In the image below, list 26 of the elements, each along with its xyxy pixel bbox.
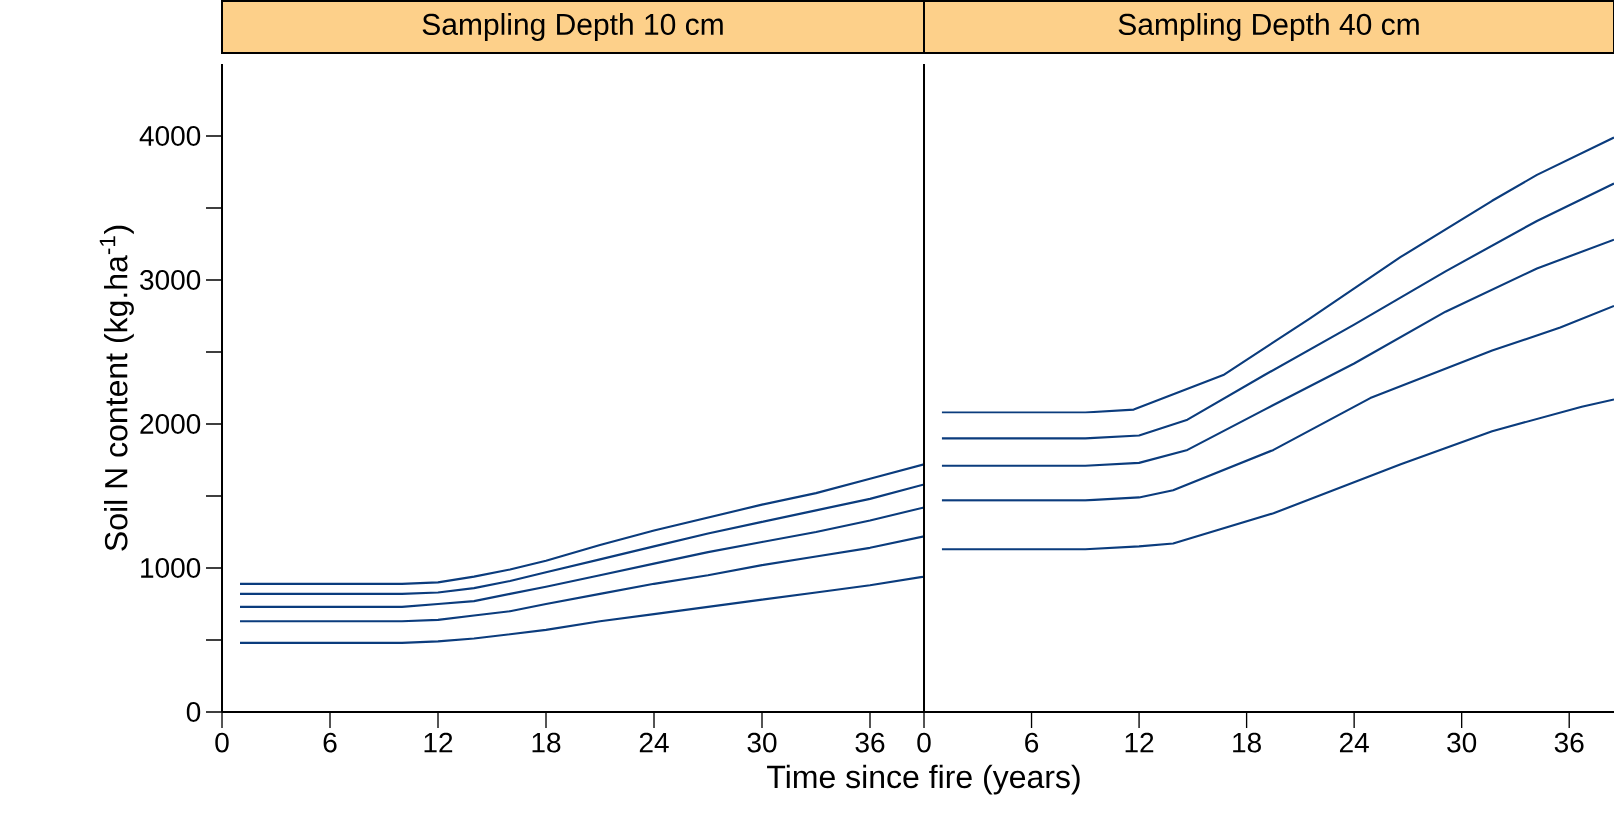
y-tick-label: 4000 [139,126,201,146]
x-tick-label: 24 [639,732,669,753]
x-tick-label: 24 [1339,732,1369,753]
x-tick-label: 30 [1447,732,1477,753]
line-series [238,535,924,623]
x-tick-label: 12 [424,732,453,753]
y-tick-label: 0 [186,702,201,722]
line-series [238,506,924,608]
x-tick-label: 30 [747,732,777,753]
y-tick-label: 1000 [141,558,201,578]
y-tick-label: 3000 [140,270,201,290]
x-tick-label: 0 [215,732,229,753]
x-tick-label: 6 [323,732,337,753]
y-axis-title: Soil N content (kg.ha$^{-1}$) [99,225,134,551]
chart-title: Sampling Depth 10 cm [422,13,723,41]
x-tick-label: 18 [1233,732,1261,753]
chart-title: Sampling Depth 40 cm [1118,13,1419,41]
x-tick-label: 18 [532,732,561,753]
line-series [238,483,924,595]
x-tick-label: 12 [1125,732,1154,753]
x-tick-label: 36 [855,732,885,753]
x-tick-label: 6 [1025,732,1039,753]
x-tick-label: 0 [917,732,931,753]
y-tick-label: 2000 [140,414,201,434]
x-axis-title: Time since fire (years) [767,764,1080,795]
x-tick-label: 36 [1554,732,1584,753]
